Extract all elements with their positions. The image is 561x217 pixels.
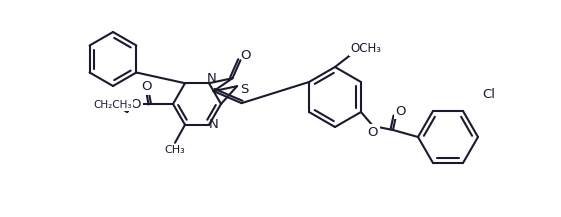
Text: OCH₃: OCH₃ (351, 41, 381, 54)
Text: O: O (367, 125, 378, 138)
Text: O: O (142, 81, 152, 94)
Text: N: N (209, 118, 219, 131)
Text: CH₂CH₃: CH₂CH₃ (94, 100, 132, 110)
Text: Cl: Cl (482, 87, 495, 100)
Text: O: O (131, 97, 141, 110)
Text: O: O (240, 49, 251, 62)
Text: N: N (207, 72, 217, 85)
Text: CH₃: CH₃ (164, 145, 185, 155)
Text: O: O (396, 105, 406, 117)
Text: S: S (240, 83, 249, 96)
